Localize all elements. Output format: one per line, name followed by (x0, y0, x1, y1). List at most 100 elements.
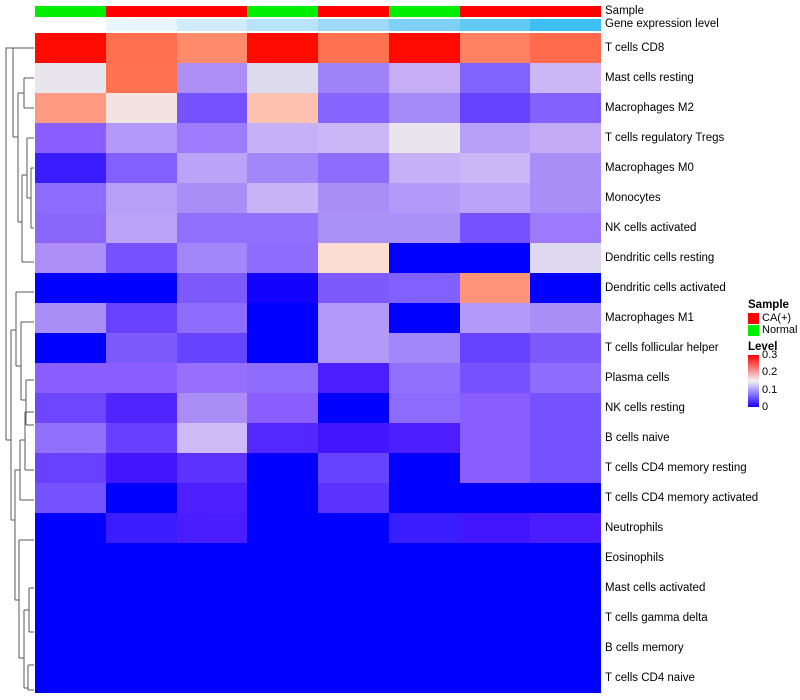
heatmap-cell (530, 213, 601, 243)
heatmap-cell (318, 603, 389, 633)
heatmap-cell (176, 603, 248, 633)
heatmap-cell (35, 513, 106, 543)
heatmap-grid (35, 33, 601, 693)
heatmap-cell (35, 363, 106, 393)
heatmap-cell (318, 393, 389, 423)
heatmap-cell (318, 243, 389, 273)
heatmap-cell (459, 93, 531, 123)
heatmap-cell (176, 333, 248, 363)
gene-expression-annotation-cell (105, 19, 177, 31)
row-label: Eosinophils (605, 552, 664, 564)
sample-legend: Sample CA(+) Normal (748, 299, 800, 336)
heatmap-cell (35, 543, 106, 573)
heatmap-cell (247, 633, 318, 663)
heatmap-cell (530, 393, 601, 423)
row-label: T cells CD4 memory activated (605, 492, 759, 504)
heatmap-cell (247, 93, 318, 123)
heatmap-row (35, 243, 601, 273)
heatmap-cell (530, 93, 601, 123)
heatmap-cell (318, 213, 389, 243)
heatmap-cell (35, 243, 106, 273)
heatmap-cell (388, 333, 460, 363)
heatmap-cell (388, 633, 460, 663)
heatmap-cell (35, 393, 106, 423)
gene-expression-annotation-label: Gene expression level (605, 18, 719, 30)
heatmap-cell (105, 273, 177, 303)
heatmap-row (35, 303, 601, 333)
heatmap-cell (247, 513, 318, 543)
row-label: Macrophages M1 (605, 312, 694, 324)
heatmap-cell (459, 303, 531, 333)
heatmap-cell (35, 573, 106, 603)
heatmap-cell (105, 483, 177, 513)
heatmap-cell (388, 33, 460, 63)
heatmap-cell (318, 363, 389, 393)
heatmap-cell (247, 543, 318, 573)
sample-annotation-bar (35, 6, 601, 17)
heatmap-cell (176, 243, 248, 273)
heatmap-cell (35, 213, 106, 243)
heatmap-cell (247, 303, 318, 333)
heatmap-cell (388, 183, 460, 213)
sample-annotation-cell (530, 6, 601, 17)
heatmap-cell (105, 663, 177, 693)
heatmap-cell (459, 483, 531, 513)
heatmap-cell (530, 243, 601, 273)
row-label: NK cells resting (605, 402, 685, 414)
heatmap-cell (247, 453, 318, 483)
heatmap-cell (105, 363, 177, 393)
legend-swatch (748, 324, 759, 336)
heatmap-row (35, 213, 601, 243)
heatmap-row (35, 123, 601, 153)
row-label: Plasma cells (605, 372, 670, 384)
heatmap-cell (176, 33, 248, 63)
heatmap-cell (35, 333, 106, 363)
legend-entry-label: CA(+) (762, 311, 792, 324)
heatmap-cell (459, 573, 531, 603)
row-label: Neutrophils (605, 522, 664, 534)
sample-legend-entry: CA(+) (748, 312, 800, 324)
heatmap-cell (459, 183, 531, 213)
level-tick-labels: 0.3 0.2 0.1 0 (762, 350, 800, 413)
heatmap-cell (105, 153, 177, 183)
heatmap-cell (176, 153, 248, 183)
heatmap-row (35, 183, 601, 213)
heatmap-cell (318, 273, 389, 303)
heatmap-cell (105, 603, 177, 633)
heatmap-cell (318, 123, 389, 153)
heatmap-row (35, 543, 601, 573)
level-tick-label: 0 (762, 401, 769, 413)
heatmap-cell (388, 573, 460, 603)
heatmap-cell (105, 633, 177, 663)
row-label: T cells CD8 (605, 42, 665, 54)
row-label: T cells CD4 memory resting (605, 462, 747, 474)
heatmap-cell (318, 573, 389, 603)
heatmap-cell (530, 33, 601, 63)
heatmap-row (35, 363, 601, 393)
heatmap-cell (388, 273, 460, 303)
heatmap-row (35, 33, 601, 63)
sample-annotation-cell (459, 6, 531, 17)
heatmap-cell (318, 423, 389, 453)
sample-legend-entries: CA(+) Normal (748, 312, 800, 336)
level-tick-label: 0.2 (762, 366, 778, 379)
heatmap-cell (388, 543, 460, 573)
heatmap-cell (247, 153, 318, 183)
row-label: NK cells activated (605, 222, 697, 234)
heatmap-cell (176, 663, 248, 693)
row-label: T cells regulatory Tregs (605, 132, 725, 144)
heatmap-cell (318, 663, 389, 693)
row-label: T cells gamma delta (605, 612, 708, 624)
level-gradient-bar (748, 355, 759, 407)
sample-annotation-cell (247, 6, 318, 17)
heatmap-cell (388, 153, 460, 183)
heatmap-cell (176, 63, 248, 93)
heatmap-cell (459, 213, 531, 243)
sample-annotation-cell (105, 6, 177, 17)
heatmap-cell (35, 303, 106, 333)
row-label: Macrophages M0 (605, 162, 694, 174)
heatmap-cell (459, 603, 531, 633)
row-label: Dendritic cells resting (605, 252, 715, 264)
heatmap-cell (530, 663, 601, 693)
heatmap-cell (388, 123, 460, 153)
